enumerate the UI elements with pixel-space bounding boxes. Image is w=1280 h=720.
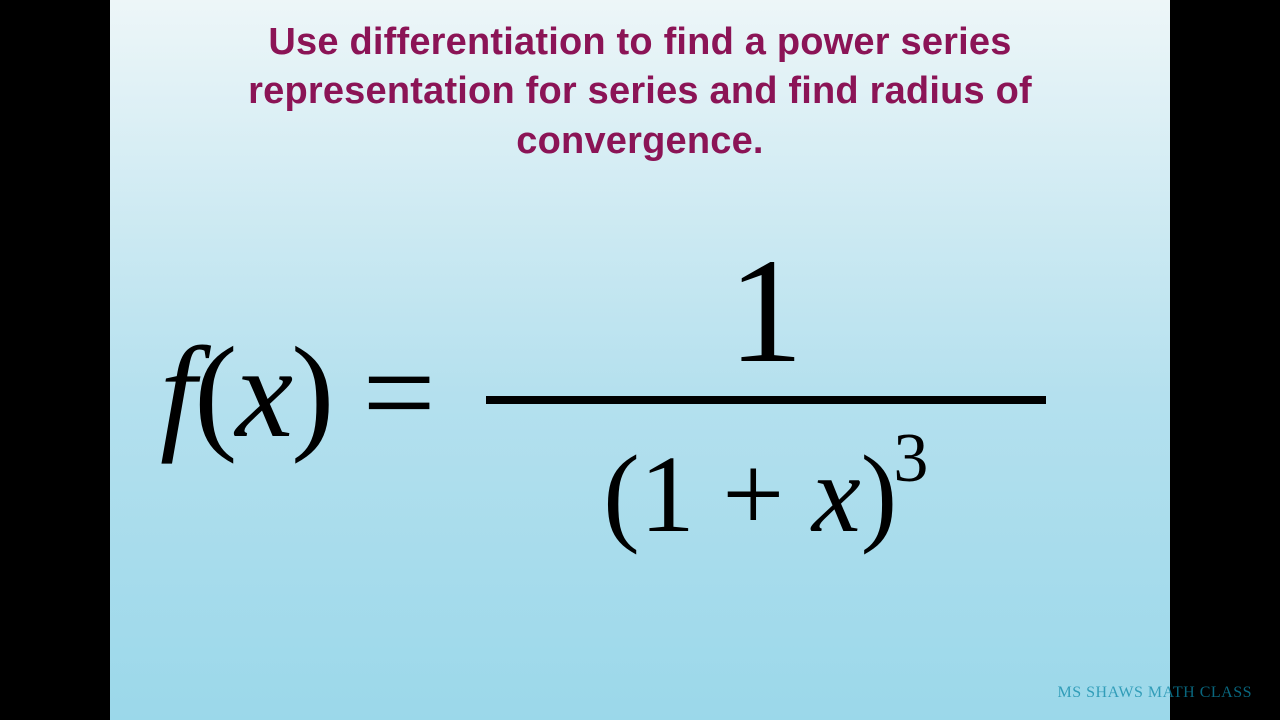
function-arg: x (235, 321, 291, 465)
denom-right: ) (861, 433, 898, 555)
numerator: 1 (728, 236, 803, 396)
denom-exponent: 3 (893, 420, 928, 497)
fraction-bar (486, 396, 1046, 404)
denom-var: x (812, 433, 861, 555)
denom-left: (1 + (603, 433, 812, 555)
equation: f(x) = 1 (1 + x)3 (140, 236, 1140, 549)
equals-sign: = (362, 328, 435, 458)
function-name: f (160, 321, 194, 465)
problem-prompt: Use differentiation to find a power seri… (140, 18, 1140, 166)
fraction: 1 (1 + x)3 (486, 236, 1046, 549)
slide-panel: Use differentiation to find a power seri… (110, 0, 1170, 720)
equation-lhs: f(x) (160, 328, 332, 458)
denominator: (1 + x)3 (603, 404, 928, 549)
watermark-text: MS SHAWS MATH CLASS (1058, 684, 1252, 702)
